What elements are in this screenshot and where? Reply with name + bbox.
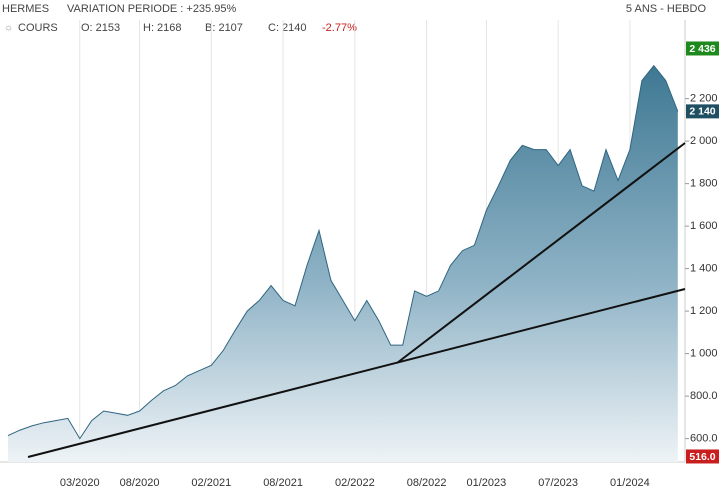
change: -2.77% (322, 22, 357, 34)
x-tick-label: 01/2023 (467, 477, 507, 489)
x-tick-label: 03/2020 (60, 477, 100, 489)
y-tick-label: 2 000 (690, 135, 718, 147)
x-tick-label: 08/2021 (263, 477, 303, 489)
y-tick-label: 1 400 (690, 263, 718, 275)
x-tick-label: 08/2020 (120, 477, 160, 489)
y-tick-label: 1 000 (690, 348, 718, 360)
x-tick-label: 02/2022 (335, 477, 375, 489)
stat-low: B: 2107 (205, 22, 243, 34)
x-tick-label: 02/2021 (191, 477, 231, 489)
price-marker (686, 449, 719, 464)
chart-subtitle: VARIATION PERIODE : +235.95% (67, 3, 236, 15)
price-marker-label: 516.0 (689, 451, 715, 463)
y-tick-label: 1 800 (690, 178, 718, 190)
price-marker (686, 104, 719, 119)
x-tick-label: 07/2023 (538, 477, 578, 489)
area (8, 65, 678, 462)
price-marker (686, 41, 719, 56)
y-tick-label: 1 200 (690, 305, 718, 317)
price-marker-label: 2 140 (689, 106, 715, 118)
plot (7, 64, 679, 462)
stat-open: O: 2153 (81, 22, 120, 34)
x-tick-label: 08/2022 (407, 477, 447, 489)
period: 5 ANS - HEBDO (626, 3, 707, 15)
axis-labels: 600.0 800.0 1 000 1 200 1 400 1 600 1 800 2 000… (60, 41, 719, 489)
line (7, 64, 679, 440)
x-tick-label: 01/2024 (610, 477, 650, 489)
trend-line (27, 288, 686, 458)
y-tick-label: 2 200 (690, 93, 718, 105)
stat-high: H: 2168 (143, 22, 182, 34)
legend-icon: ☼ (4, 23, 13, 34)
y-tick-label: 800.0 (690, 390, 718, 402)
legend-entry: COURS (18, 22, 58, 34)
y-tick-label: 1 600 (690, 220, 718, 232)
y-tick-label: 600.0 (690, 433, 718, 445)
trend-line (396, 142, 686, 364)
stat-close: C: 2140 (268, 22, 307, 34)
chart-title: HERMES (2, 3, 49, 15)
price-marker-label: 2 436 (689, 43, 715, 55)
